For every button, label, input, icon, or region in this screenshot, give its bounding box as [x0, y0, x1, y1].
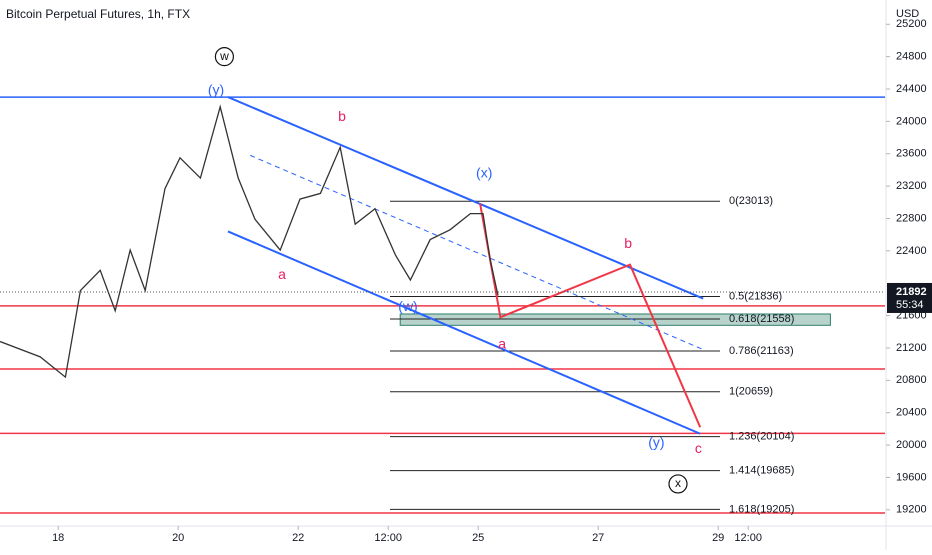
x-tick-label: 22 — [292, 532, 304, 544]
zone — [399, 313, 831, 326]
y-tick-label: 23600 — [896, 148, 927, 160]
x-tick-label: 29 — [712, 532, 724, 544]
last-price-tag — [887, 282, 932, 313]
fib-label: 0.786(21163) — [729, 345, 794, 357]
wave-label: (w) — [398, 298, 417, 314]
y-tick-label: 23200 — [896, 180, 927, 192]
countdown-label: 55:34 — [896, 299, 924, 311]
x-tick-label: 12:00 — [374, 532, 402, 544]
fib-label: 1(20659) — [729, 386, 773, 398]
fib-label: 1.414(19685) — [729, 464, 794, 476]
x-tick-label: 25 — [472, 532, 484, 544]
wave-label: c — [695, 440, 702, 456]
fib-label: 0(23013) — [729, 195, 773, 207]
x-tick-label: 18 — [52, 532, 64, 544]
y-tick-label: 24000 — [896, 115, 927, 127]
price-line — [0, 104, 499, 379]
wave-label: b — [338, 108, 346, 124]
trend-line — [227, 96, 704, 300]
y-tick-label: 24800 — [896, 51, 927, 63]
annotation-circle — [668, 474, 688, 494]
axis-unit: USD — [896, 8, 919, 20]
fib-label: 0.618(21558) — [729, 313, 794, 325]
trend-line — [250, 154, 704, 351]
x-tick-label: 20 — [172, 532, 184, 544]
wave-label: a — [278, 266, 286, 282]
wave-label: x — [675, 476, 681, 490]
wave-label: a — [498, 335, 506, 351]
wave-label: (x) — [476, 165, 492, 181]
y-tick-label: 20400 — [896, 407, 927, 419]
wave-label: (y) — [208, 81, 224, 97]
y-tick-label: 21200 — [896, 342, 927, 354]
fib-label: 1.236(20104) — [729, 431, 794, 443]
wave-label: (y) — [648, 434, 664, 450]
y-tick-label: 19600 — [896, 471, 927, 483]
wave-label: w — [219, 49, 229, 63]
y-tick-label: 22400 — [896, 245, 927, 257]
y-tick-label: 20800 — [896, 374, 927, 386]
annotation-circle — [214, 47, 234, 67]
y-tick-label: 24400 — [896, 83, 927, 95]
last-price-label: 21892 — [896, 286, 927, 298]
y-tick-label: 19200 — [896, 504, 927, 516]
chart-title: Bitcoin Perpetual Futures, 1h, FTX — [6, 7, 190, 21]
x-tick-label: 12:00 — [734, 532, 762, 544]
x-tick-label: 27 — [592, 532, 604, 544]
fib-label: 0.5(21836) — [729, 290, 782, 302]
trend-line — [227, 230, 701, 435]
y-tick-label: 20000 — [896, 439, 927, 451]
y-tick-label: 22800 — [896, 212, 927, 224]
y-tick-label: 25200 — [896, 18, 927, 30]
fib-label: 1.618(19205) — [729, 503, 794, 515]
wave-label: b — [624, 235, 632, 251]
